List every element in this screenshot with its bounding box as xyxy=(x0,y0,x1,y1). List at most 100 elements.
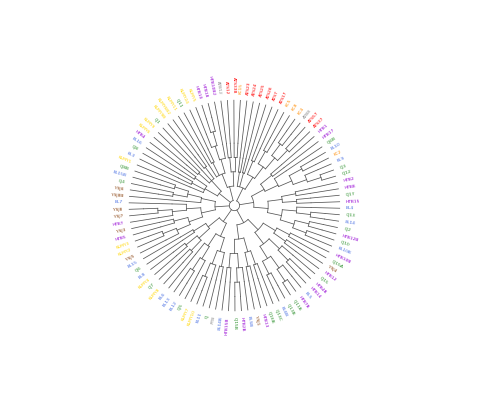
Text: CJ10: CJ10 xyxy=(340,240,350,247)
Text: KLMY4: KLMY4 xyxy=(138,277,151,289)
Text: BL14B: BL14B xyxy=(218,316,223,330)
Text: CJ6: CJ6 xyxy=(134,266,142,273)
Text: KLMY2: KLMY2 xyxy=(118,248,132,257)
Text: CJ8: CJ8 xyxy=(130,145,138,152)
Text: HTB17: HTB17 xyxy=(322,127,336,139)
Text: BL5: BL5 xyxy=(304,291,312,300)
Text: KC8: KC8 xyxy=(291,102,299,111)
Text: CJ15A: CJ15A xyxy=(330,259,344,269)
Text: BL11: BL11 xyxy=(196,312,203,323)
Text: HTB12B: HTB12B xyxy=(342,234,359,242)
Text: HTB18: HTB18 xyxy=(201,83,208,98)
Text: ATS24: ATS24 xyxy=(252,82,259,96)
Text: CJ7: CJ7 xyxy=(148,282,156,290)
Text: HTB5: HTB5 xyxy=(116,235,128,242)
Text: ATS57: ATS57 xyxy=(308,111,320,124)
Text: KC2: KC2 xyxy=(334,150,342,157)
Text: ATS33B: ATS33B xyxy=(232,77,236,94)
Text: KC5: KC5 xyxy=(285,98,292,108)
Text: BL10: BL10 xyxy=(330,142,342,151)
Text: KLMY6B2: KLMY6B2 xyxy=(156,97,171,116)
Text: BL5B: BL5B xyxy=(246,316,252,328)
Text: CJ13C: CJ13C xyxy=(274,309,282,322)
Text: CJ17: CJ17 xyxy=(346,192,356,197)
Text: KLMY7: KLMY7 xyxy=(180,306,190,321)
Text: YSJ1: YSJ1 xyxy=(254,315,259,325)
Text: HTB8: HTB8 xyxy=(344,184,356,190)
Text: BL10B: BL10B xyxy=(337,247,351,256)
Text: CJ4: CJ4 xyxy=(118,179,126,184)
Text: YSJ3: YSJ3 xyxy=(116,228,126,234)
Text: CJ15: CJ15 xyxy=(318,276,328,286)
Text: ATS7: ATS7 xyxy=(272,90,280,102)
Text: CJ11: CJ11 xyxy=(174,98,183,108)
Text: HTB13: HTB13 xyxy=(260,313,268,328)
Text: HTB14: HTB14 xyxy=(308,287,322,300)
Text: ATS37: ATS37 xyxy=(313,116,326,129)
Text: BL13: BL13 xyxy=(162,296,172,307)
Text: PTB: PTB xyxy=(211,315,216,324)
Text: ATB8: ATB8 xyxy=(302,108,312,119)
Text: KLMY11: KLMY11 xyxy=(164,95,177,112)
Text: ATS23: ATS23 xyxy=(246,81,251,95)
Text: KLMY1: KLMY1 xyxy=(118,155,132,164)
Text: BL9: BL9 xyxy=(336,156,345,163)
Text: HTB10: HTB10 xyxy=(194,85,202,100)
Text: KLMY6: KLMY6 xyxy=(137,123,150,135)
Text: CJ13B: CJ13B xyxy=(286,303,296,316)
Text: HTB4: HTB4 xyxy=(134,130,146,140)
Text: KLMY5: KLMY5 xyxy=(186,88,196,102)
Text: YSJ8: YSJ8 xyxy=(114,208,123,212)
Text: YSJ6: YSJ6 xyxy=(114,186,124,191)
Text: CJ13: CJ13 xyxy=(346,213,356,218)
Text: CJ6B: CJ6B xyxy=(326,136,336,145)
Text: HTB10B: HTB10B xyxy=(334,253,351,264)
Text: YSJ4: YSJ4 xyxy=(327,265,337,274)
Text: HTB2: HTB2 xyxy=(343,177,355,183)
Text: CJ16B: CJ16B xyxy=(267,311,274,325)
Text: HTB1: HTB1 xyxy=(318,123,329,134)
Text: KLMY8: KLMY8 xyxy=(148,287,161,300)
Text: CJ12: CJ12 xyxy=(341,170,351,176)
Text: YSJ7: YSJ7 xyxy=(114,214,124,219)
Text: BL6B: BL6B xyxy=(280,306,288,318)
Text: BL15B: BL15B xyxy=(113,170,128,177)
Text: CJ11B: CJ11B xyxy=(292,299,302,312)
Text: KLMY9B: KLMY9B xyxy=(152,104,166,120)
Text: HTB4B: HTB4B xyxy=(314,282,327,295)
Text: HTB10B2: HTB10B2 xyxy=(208,76,216,96)
Text: KC4: KC4 xyxy=(297,106,305,115)
Text: KLMY9: KLMY9 xyxy=(142,117,155,129)
Text: ATS25: ATS25 xyxy=(259,83,266,98)
Text: BL4: BL4 xyxy=(346,206,354,210)
Text: BL12: BL12 xyxy=(168,300,178,311)
Text: BL8: BL8 xyxy=(138,272,147,280)
Text: KC15: KC15 xyxy=(238,83,244,94)
Text: CJ15B: CJ15B xyxy=(233,317,237,330)
Text: HTB7: HTB7 xyxy=(112,221,124,227)
Text: CJ1: CJ1 xyxy=(152,117,160,125)
Text: CJ3: CJ3 xyxy=(339,164,347,170)
Text: ATS26: ATS26 xyxy=(266,85,274,99)
Text: BL14: BL14 xyxy=(344,220,356,226)
Text: HTB15: HTB15 xyxy=(346,199,360,204)
Text: BL7: BL7 xyxy=(114,201,123,205)
Text: KLMY24: KLMY24 xyxy=(178,88,189,105)
Text: HTB12: HTB12 xyxy=(322,271,336,282)
Text: BL6: BL6 xyxy=(158,292,166,300)
Text: HTB15B: HTB15B xyxy=(225,317,230,335)
Text: CJ8B: CJ8B xyxy=(118,164,130,171)
Text: BL16: BL16 xyxy=(131,137,142,146)
Text: YSJ5: YSJ5 xyxy=(126,254,136,262)
Text: ATS17: ATS17 xyxy=(279,91,288,105)
Text: KLMY10: KLMY10 xyxy=(186,309,196,326)
Text: CJ5: CJ5 xyxy=(177,303,184,311)
Text: BL15: BL15 xyxy=(128,260,139,269)
Text: YSJ8B: YSJ8B xyxy=(110,193,124,198)
Text: HTB2B: HTB2B xyxy=(240,317,245,332)
Text: ATB12: ATB12 xyxy=(216,81,222,95)
Text: CJ: CJ xyxy=(205,313,210,319)
Text: HTB7B: HTB7B xyxy=(298,295,310,309)
Text: CJ2: CJ2 xyxy=(344,227,351,232)
Text: ATS12: ATS12 xyxy=(224,81,229,94)
